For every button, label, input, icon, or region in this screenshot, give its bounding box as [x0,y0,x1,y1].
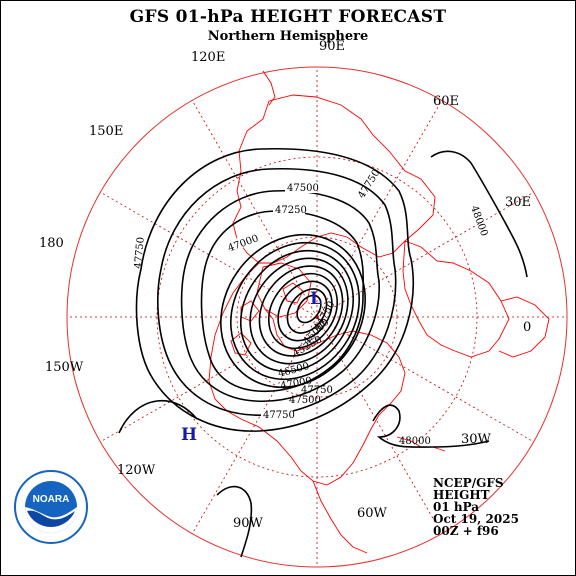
contour-label-47000-inner: 47000 [280,376,313,392]
lon-label-60e: 60E [433,94,459,109]
lon-label-120e: 120E [191,50,225,65]
coastline-central-america [312,480,368,554]
lon-label-120w: 120W [117,463,156,478]
contour-46250 [239,249,355,373]
meridian-60w [316,316,443,535]
contour-45000 [286,288,328,334]
coastline-europe [402,240,510,358]
coastline-japan [262,70,276,106]
lon-label-0: 0 [523,320,531,335]
lon-label-30w: 30W [461,432,492,447]
lon-label-90w: 90W [233,516,264,531]
lon-label-150e: 150E [89,124,123,139]
info-source: NCEP/GFS [433,476,504,490]
contour-46000 [249,257,349,365]
coastline-north-america [208,262,406,486]
contour-48000-south [216,485,253,558]
contour-label-47750-south: 47750 [263,410,295,421]
longitude-labels: 90E 60E 30E 0 30W 60W 90W 120W 150W 180 … [39,39,531,531]
meridian-120e [191,99,318,318]
lon-label-90e: 90E [319,39,345,54]
contour-label-47750-inner: 47750 [301,385,333,396]
lon-label-30e: 30E [505,195,531,210]
contour-label-bg [223,231,258,254]
contour-label-48000-southeast: 48000 [399,436,431,447]
map-subtitle: Northern Hemisphere [207,29,369,44]
contour-45750 [258,265,344,357]
noaa-logo-water [27,510,75,527]
coastline-africa [498,296,550,358]
contour-label-47750-west: 47750 [133,237,147,270]
noaa-logo-text: NOARA [33,494,70,505]
contour-45500 [267,272,339,350]
contour-48000-east [430,150,528,278]
meridian-150w [99,316,318,443]
contour-47500 [157,167,397,416]
contour-47750-west [118,399,198,434]
high-pressure-marker: H [181,425,197,445]
lon-label-60w: 60W [357,506,388,521]
contour-44750 [296,294,322,324]
forecast-info-block: NCEP/GFS HEIGHT 01 hPa Oct 19, 2025 00Z … [433,477,573,537]
contour-label-bg [273,204,305,215]
height-contours [118,147,528,558]
contour-label-bg [285,182,317,193]
low-pressure-marker: L [310,289,322,309]
contour-45250 [277,280,333,342]
coastline-asia [232,94,436,264]
meridian-120w [191,316,318,535]
contour-label-47250: 47250 [275,205,307,216]
info-run: 00Z + f96 [433,524,499,538]
contour-47750-outer [135,147,414,432]
map-boundary-circle [66,66,568,568]
info-date: Oct 19, 2025 [433,512,519,526]
coastline-greenland [256,262,312,318]
info-field: HEIGHT [433,488,490,502]
contour-label-48000-east: 48000 [468,204,489,238]
contour-46750 [220,233,366,389]
contour-label-47500: 47500 [287,183,319,194]
contour-label-47500-inner: 47500 [289,395,321,406]
contour-label-bg [261,409,293,420]
contour-47250 [180,189,380,403]
lon-label-180: 180 [39,236,64,251]
contour-46500 [230,241,360,381]
contour-48000-southeast [372,404,490,448]
noaa-logo: NOARA [14,470,88,544]
map-title: GFS 01-hPa HEIGHT FORECAST [129,7,447,27]
lon-label-150w: 150W [45,360,84,375]
info-level: 01 hPa [433,500,480,514]
